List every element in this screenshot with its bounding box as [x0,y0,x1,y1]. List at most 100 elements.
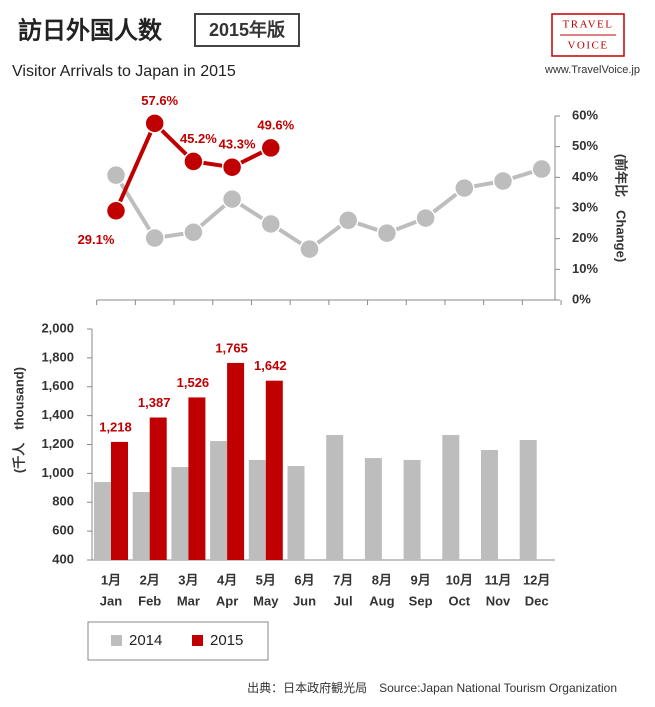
line [114,167,543,252]
x-tick-label: 2月 [140,572,160,587]
url: www.TravelVoice.jp [544,64,640,76]
y-axis-label: (千人 thousand) [11,367,26,473]
point [260,213,282,235]
y-tick-label: 30% [572,199,598,214]
logo-bottom: VOICE [567,40,608,52]
y-tick-label: 800 [52,494,74,509]
bar [227,362,245,560]
y-tick-label: 0% [572,291,591,306]
x-tick-label: 9月 [410,572,430,587]
bar [171,467,189,560]
point [376,222,398,244]
x-tick-label-en: Mar [177,593,200,608]
data-label: 1,387 [138,395,171,410]
point [144,113,165,134]
point [105,164,127,186]
data-label: 29.1% [78,232,115,247]
legend-swatch [111,635,122,646]
x-tick-label: 5月 [256,572,276,587]
x-tick-label: 6月 [294,572,314,587]
x-tick-label: 10月 [446,572,473,587]
point [105,200,127,222]
bar [287,466,305,560]
y-tick-label: 20% [572,230,598,245]
y-tick-label: 1,400 [41,407,74,422]
y-tick-label: 60% [572,107,598,122]
bar [481,449,498,560]
x-tick-label-en: Aug [369,593,394,608]
x-tick-label-en: Apr [216,593,238,608]
data-label: 1,526 [177,375,210,390]
legend-swatch [192,635,203,646]
y-tick-label: 40% [572,169,598,184]
point [183,221,204,243]
y-tick-label: 1,200 [41,436,74,451]
data-label: 43.3% [219,137,256,152]
x-tick-label-en: Sep [409,593,433,608]
bar [442,434,460,560]
x-tick-label-en: Dec [525,593,549,608]
x-tick-label-en: Feb [138,593,161,608]
point [492,170,514,192]
point [337,210,359,231]
legend-label: 2015 [210,632,243,649]
subtitle: Visitor Arrivals to Japan in 2015 [12,63,236,80]
y-tick-label: 1,600 [41,378,74,393]
x-tick-label: 3月 [178,572,198,587]
y-tick-label: 2,000 [41,320,74,335]
x-tick-label: 1月 [101,572,121,587]
bar [149,417,167,560]
bar [364,458,382,560]
x-tick-label: 11月 [485,572,512,587]
bar [248,459,266,560]
badge: 2015年版 [209,19,285,40]
bar [111,441,128,560]
data-label: 49.6% [257,117,294,132]
y-tick-label: 50% [572,138,598,153]
x-tick-label-en: Nov [486,593,511,608]
y-axis-label: (前年比 Change) [614,154,629,262]
data-label: 1,765 [215,340,248,355]
x-tick-label: 12月 [523,572,550,587]
x-tick-label-en: Oct [448,593,470,608]
data-label: 57.6% [141,93,178,108]
x-tick-label-en: May [253,593,279,608]
point [221,188,243,210]
point [531,158,552,180]
point [260,137,282,159]
bar [326,434,344,560]
logo-top: TRAVEL [563,19,614,31]
point [454,177,475,199]
bar [265,380,283,560]
point [415,207,436,229]
title: 訪日外国人数 [18,16,163,44]
y-tick-label: 10% [572,261,598,276]
bar [403,459,421,560]
x-tick-label: 8月 [372,572,392,587]
legend-label: 2014 [129,632,162,649]
x-tick-label: 4月 [217,572,237,587]
bar [210,441,228,560]
x-tick-label-en: Jul [334,593,353,608]
point [221,156,243,178]
bar [519,440,537,560]
bar [94,482,111,560]
x-tick-label-en: Jun [293,593,316,608]
y-tick-label: 1,000 [41,465,74,480]
bar [188,397,206,560]
data-label: 45.2% [180,131,217,146]
point [183,151,204,172]
y-tick-label: 1,800 [41,349,74,364]
y-tick-label: 600 [52,523,74,538]
y-tick-label: 400 [52,551,74,566]
data-label: 1,218 [99,419,132,434]
source: 出典：日本政府観光局 Source:Japan National Tourism… [247,680,617,695]
point [144,227,165,249]
badge-box [194,13,300,47]
x-tick-label: 7月 [333,572,353,587]
point [299,238,320,260]
bar [132,491,150,560]
data-label: 1,642 [254,358,287,373]
x-tick-label-en: Jan [100,593,122,608]
